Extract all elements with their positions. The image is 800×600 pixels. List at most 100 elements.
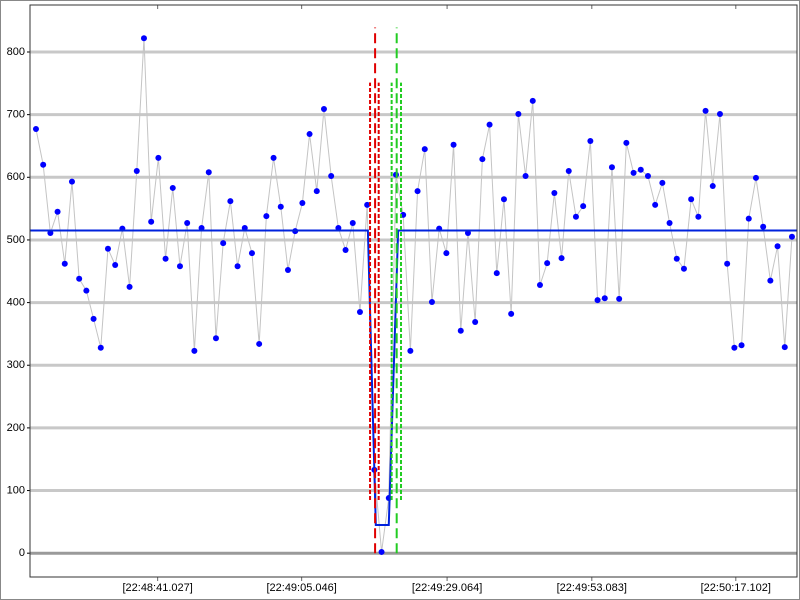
data-point bbox=[61, 260, 68, 267]
data-point bbox=[666, 220, 673, 227]
data-point bbox=[248, 250, 255, 257]
data-point bbox=[738, 342, 745, 349]
data-point bbox=[220, 240, 227, 247]
y-tick-label: 400 bbox=[7, 296, 25, 308]
data-point bbox=[695, 213, 702, 220]
data-point bbox=[673, 255, 680, 262]
data-point bbox=[356, 308, 363, 315]
data-point bbox=[500, 196, 507, 203]
data-point bbox=[104, 245, 111, 252]
data-point bbox=[767, 277, 774, 284]
data-point bbox=[328, 173, 335, 180]
data-point bbox=[529, 97, 536, 104]
data-point bbox=[724, 260, 731, 267]
data-point bbox=[558, 255, 565, 262]
y-tick-label: 700 bbox=[7, 109, 25, 121]
data-point bbox=[277, 203, 284, 210]
data-point bbox=[76, 275, 83, 282]
data-point bbox=[680, 265, 687, 272]
data-point bbox=[256, 340, 263, 347]
data-point bbox=[457, 327, 464, 334]
data-point bbox=[652, 201, 659, 208]
x-tick-label: [22:48:41.027] bbox=[122, 582, 192, 594]
data-point bbox=[443, 250, 450, 257]
data-point bbox=[335, 225, 342, 232]
data-point bbox=[565, 168, 572, 175]
data-point bbox=[313, 188, 320, 195]
data-point bbox=[522, 173, 529, 180]
data-point bbox=[32, 126, 39, 133]
data-point bbox=[479, 156, 486, 163]
data-point bbox=[493, 270, 500, 277]
data-point bbox=[191, 347, 198, 354]
data-point bbox=[745, 215, 752, 222]
data-point bbox=[464, 230, 471, 237]
data-point bbox=[148, 218, 155, 225]
data-point bbox=[212, 335, 219, 342]
data-point bbox=[263, 213, 270, 220]
y-tick-label: 300 bbox=[7, 359, 25, 371]
data-point bbox=[781, 344, 788, 351]
data-point bbox=[760, 223, 767, 230]
data-point bbox=[788, 233, 795, 240]
x-tick-label: [22:50:17.102] bbox=[701, 582, 771, 594]
data-point bbox=[709, 183, 716, 190]
data-point bbox=[774, 243, 781, 250]
data-point bbox=[601, 295, 608, 302]
data-point bbox=[162, 255, 169, 262]
data-point bbox=[594, 297, 601, 304]
data-point bbox=[47, 230, 54, 237]
data-point bbox=[688, 196, 695, 203]
y-tick-label: 0 bbox=[19, 547, 25, 559]
data-point bbox=[515, 111, 522, 118]
data-point bbox=[472, 319, 479, 326]
data-point bbox=[364, 201, 371, 208]
y-tick-label: 100 bbox=[7, 484, 25, 496]
data-point bbox=[320, 106, 327, 112]
y-tick-label: 500 bbox=[7, 234, 25, 246]
data-point bbox=[169, 184, 176, 191]
data-point bbox=[486, 121, 493, 128]
y-tick-label: 600 bbox=[7, 171, 25, 183]
data-point bbox=[716, 111, 723, 118]
data-point bbox=[270, 154, 277, 161]
data-point bbox=[428, 298, 435, 305]
data-point bbox=[637, 166, 644, 173]
data-point bbox=[54, 208, 61, 215]
data-point bbox=[97, 344, 104, 351]
data-point bbox=[241, 225, 248, 232]
data-point bbox=[450, 141, 457, 148]
data-point bbox=[407, 347, 414, 354]
data-point bbox=[752, 174, 759, 181]
data-point bbox=[306, 131, 313, 138]
y-tick-label: 800 bbox=[7, 46, 25, 58]
data-point bbox=[587, 137, 594, 144]
x-tick-label: [22:49:05.046] bbox=[266, 582, 336, 594]
data-point bbox=[349, 220, 356, 227]
data-point bbox=[205, 169, 212, 176]
series-line bbox=[30, 229, 797, 526]
data-point bbox=[572, 213, 579, 220]
x-tick-label: [22:49:53.083] bbox=[557, 582, 627, 594]
data-point bbox=[544, 260, 551, 267]
data-point bbox=[184, 220, 191, 227]
x-tick-label: [22:49:29.064] bbox=[412, 582, 482, 594]
data-point bbox=[140, 35, 147, 42]
data-point bbox=[126, 283, 133, 290]
data-point bbox=[644, 173, 651, 180]
data-point bbox=[580, 203, 587, 210]
data-point bbox=[608, 164, 615, 171]
data-point bbox=[659, 179, 666, 186]
data-point bbox=[227, 198, 234, 205]
data-point bbox=[112, 262, 119, 268]
data-point bbox=[378, 548, 385, 555]
data-point bbox=[68, 178, 75, 185]
data-point bbox=[83, 287, 90, 294]
data-point bbox=[536, 282, 543, 289]
data-point bbox=[630, 169, 637, 176]
data-point bbox=[623, 139, 630, 146]
series-line bbox=[35, 38, 793, 553]
data-point bbox=[702, 107, 709, 114]
data-point bbox=[133, 168, 140, 175]
